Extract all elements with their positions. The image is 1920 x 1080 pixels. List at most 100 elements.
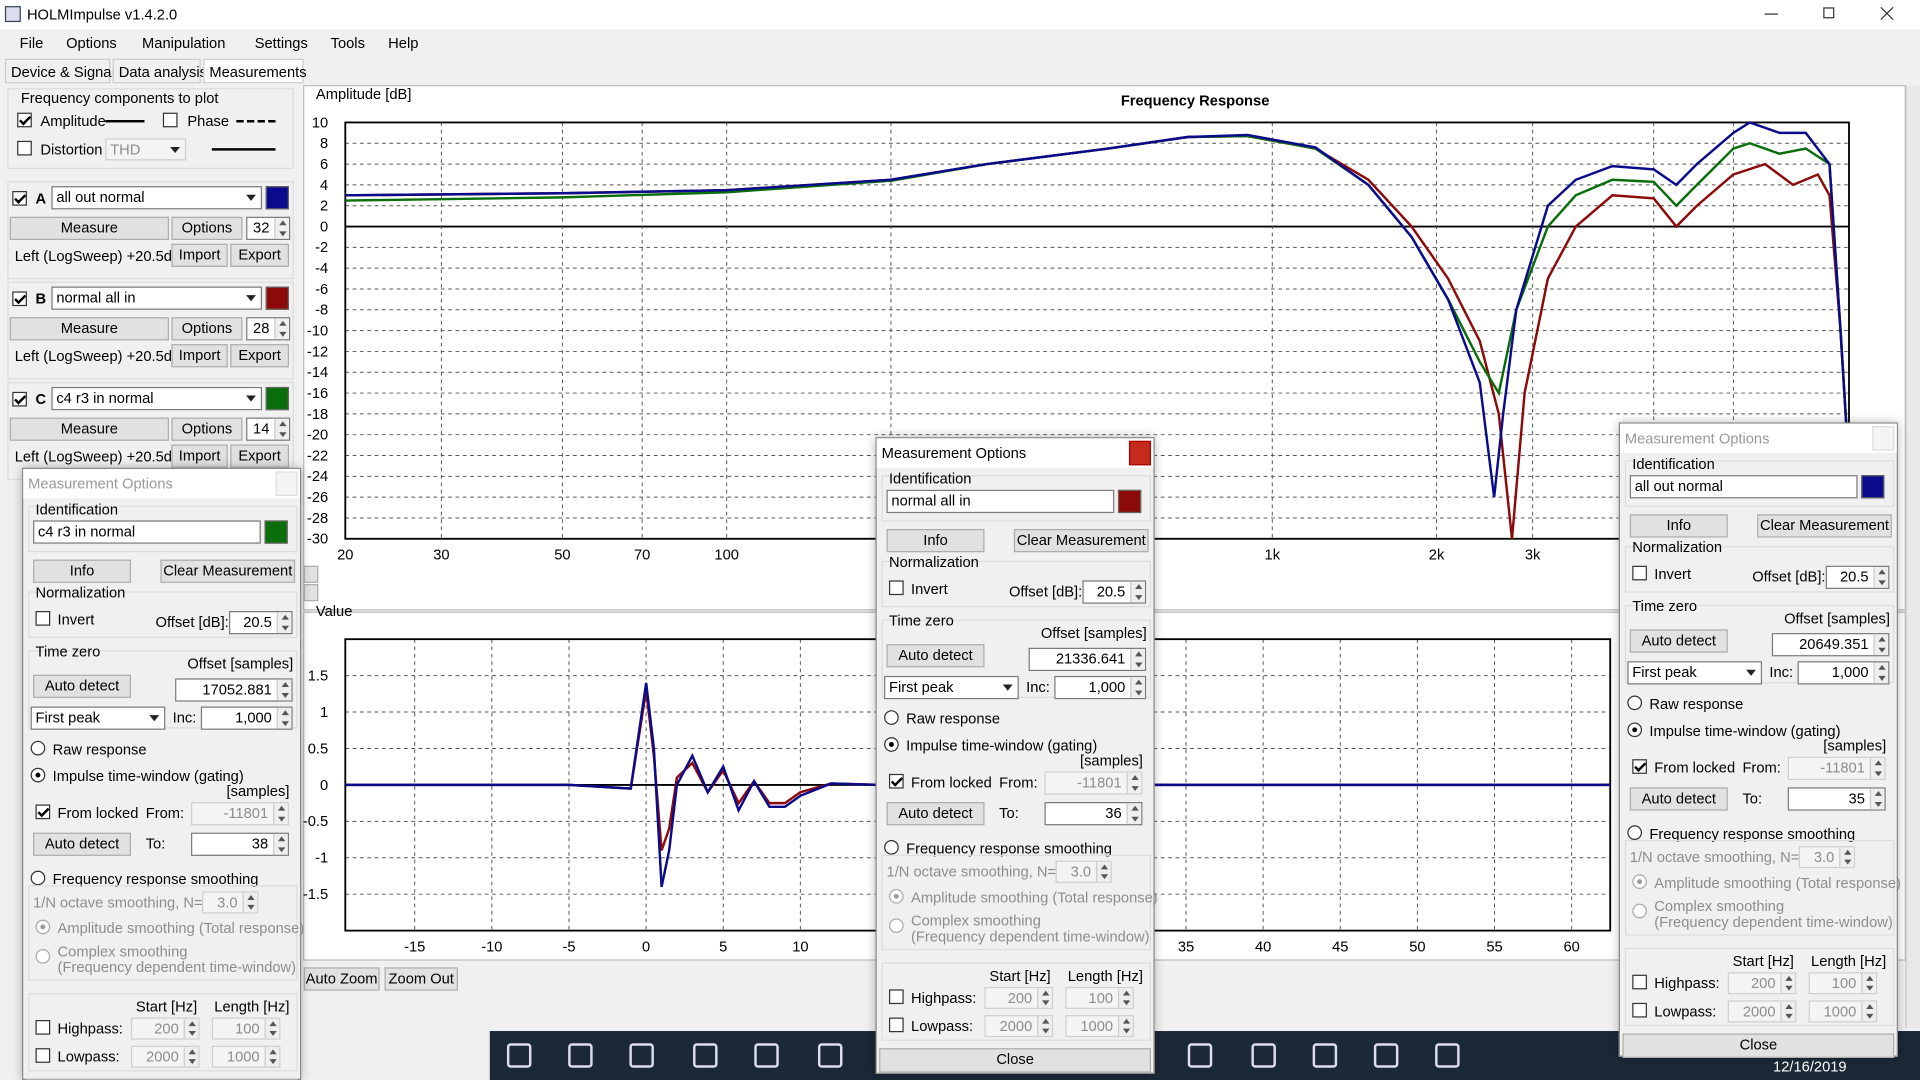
lp-length-spin[interactable]: 1000 bbox=[211, 1045, 281, 1068]
spinner[interactable] bbox=[273, 833, 288, 855]
spinner[interactable] bbox=[273, 803, 288, 825]
taskbar-icon[interactable] bbox=[1312, 1043, 1338, 1068]
close-button[interactable] bbox=[275, 471, 298, 496]
auto-zoom-button[interactable]: Auto Zoom bbox=[303, 967, 380, 991]
taskbar-icon[interactable] bbox=[568, 1043, 593, 1068]
checkbox[interactable] bbox=[162, 112, 178, 128]
close-button[interactable] bbox=[1872, 426, 1895, 451]
spinner[interactable] bbox=[183, 1018, 199, 1039]
spinner[interactable] bbox=[1130, 648, 1145, 670]
checkbox[interactable] bbox=[35, 611, 51, 626]
taskbar-icon[interactable] bbox=[1187, 1043, 1213, 1068]
radio[interactable] bbox=[888, 918, 904, 934]
spinner[interactable] bbox=[1130, 677, 1145, 698]
peak-combo[interactable]: First peak bbox=[30, 706, 166, 730]
spinner[interactable] bbox=[264, 1018, 280, 1039]
color-swatch[interactable] bbox=[264, 520, 288, 544]
spinner[interactable] bbox=[1037, 1016, 1052, 1036]
close-dialog-button[interactable]: Close bbox=[25, 1078, 298, 1080]
combo[interactable]: THD bbox=[105, 138, 187, 161]
hp-start-spin[interactable]: 200 bbox=[131, 1017, 200, 1040]
close-dialog-button[interactable]: Close bbox=[1622, 1033, 1895, 1058]
spinner[interactable] bbox=[1780, 973, 1796, 994]
spinner[interactable] bbox=[274, 217, 289, 239]
menu-item[interactable]: Options bbox=[66, 34, 117, 52]
lp-start-spin[interactable]: 2000 bbox=[131, 1045, 200, 1068]
taskbar-icon[interactable] bbox=[817, 1043, 843, 1068]
export-button[interactable]: Export bbox=[230, 344, 289, 368]
export-button[interactable]: Export bbox=[230, 444, 289, 468]
auto-detect-button[interactable]: Auto detect bbox=[33, 674, 132, 698]
peak-combo[interactable]: First peak bbox=[884, 675, 1019, 700]
taskbar-icon[interactable] bbox=[754, 1043, 779, 1068]
options-button[interactable]: Options bbox=[171, 317, 243, 341]
hp-length-spin[interactable]: 100 bbox=[211, 1017, 281, 1040]
auto-detect-button[interactable]: Auto detect bbox=[886, 802, 985, 826]
spinner[interactable] bbox=[276, 679, 292, 701]
checkbox[interactable] bbox=[12, 191, 27, 206]
taskbar-icon[interactable] bbox=[1435, 1043, 1460, 1068]
checkbox[interactable] bbox=[35, 1048, 51, 1063]
lp-length-spin[interactable]: 1000 bbox=[1065, 1015, 1134, 1038]
radio[interactable] bbox=[30, 767, 46, 783]
spinner[interactable] bbox=[274, 318, 289, 340]
identification-input[interactable]: normal all in bbox=[886, 489, 1115, 514]
menu-item[interactable]: Manipulation bbox=[142, 34, 226, 52]
clear-measurement-button[interactable]: Clear Measurement bbox=[1757, 514, 1892, 538]
auto-detect-button[interactable]: Auto detect bbox=[886, 644, 985, 668]
scroll-up[interactable] bbox=[303, 565, 319, 583]
radio[interactable] bbox=[884, 840, 899, 855]
measure-button[interactable]: Measure bbox=[9, 317, 169, 341]
close-dialog-button[interactable]: Close bbox=[879, 1048, 1152, 1073]
close-button[interactable] bbox=[1880, 6, 1895, 21]
spinner[interactable] bbox=[1873, 634, 1889, 656]
offset-db-spin[interactable]: 20.5 bbox=[1825, 565, 1890, 589]
to-spin[interactable]: 38 bbox=[191, 832, 289, 856]
radio[interactable] bbox=[35, 948, 51, 964]
name-combo[interactable]: c4 r3 in normal bbox=[51, 386, 263, 411]
radio[interactable] bbox=[1627, 825, 1643, 841]
info-button[interactable]: Info bbox=[1629, 514, 1728, 538]
checkbox[interactable] bbox=[888, 989, 904, 1005]
radio[interactable] bbox=[884, 710, 899, 725]
from-spin[interactable]: -11801 bbox=[1044, 771, 1143, 795]
close-button[interactable] bbox=[1128, 440, 1152, 466]
menu-item[interactable]: Help bbox=[388, 34, 419, 52]
checkbox[interactable] bbox=[1632, 1002, 1647, 1018]
spinner[interactable] bbox=[1861, 973, 1876, 994]
spinner[interactable] bbox=[274, 418, 289, 440]
hp-length-spin[interactable]: 100 bbox=[1065, 986, 1134, 1009]
spinner[interactable] bbox=[1869, 788, 1885, 810]
spinner[interactable] bbox=[1126, 803, 1142, 825]
checkbox[interactable] bbox=[17, 112, 32, 128]
radio[interactable] bbox=[30, 870, 46, 886]
auto-detect-button[interactable]: Auto detect bbox=[1629, 787, 1728, 811]
measure-button[interactable]: Measure bbox=[9, 216, 169, 241]
import-button[interactable]: Import bbox=[171, 444, 228, 468]
spinner[interactable] bbox=[1873, 662, 1889, 684]
export-button[interactable]: Export bbox=[230, 243, 289, 267]
spinner[interactable] bbox=[1873, 566, 1889, 588]
lp-length-spin[interactable]: 1000 bbox=[1808, 1000, 1878, 1023]
spinner[interactable] bbox=[1839, 847, 1854, 867]
radio[interactable] bbox=[1627, 722, 1643, 738]
taskbar-icon[interactable] bbox=[506, 1043, 532, 1068]
color-swatch[interactable] bbox=[265, 186, 289, 210]
spinner[interactable] bbox=[1126, 772, 1142, 794]
to-spin[interactable]: 35 bbox=[1787, 787, 1886, 811]
radio[interactable] bbox=[35, 919, 51, 935]
info-button[interactable]: Info bbox=[886, 528, 985, 553]
taskbar-icon[interactable] bbox=[1251, 1043, 1276, 1068]
spinner[interactable] bbox=[1780, 1001, 1796, 1022]
color-swatch[interactable] bbox=[265, 386, 289, 411]
options-button[interactable]: Options bbox=[171, 417, 243, 441]
menu-item[interactable]: Tools bbox=[330, 34, 365, 52]
tab[interactable]: Data analysis bbox=[112, 58, 207, 84]
spinner[interactable] bbox=[276, 707, 292, 729]
spinner[interactable] bbox=[1869, 757, 1885, 779]
spinner[interactable] bbox=[1037, 988, 1052, 1008]
tab[interactable]: Device & Signal bbox=[4, 58, 115, 84]
checkbox[interactable] bbox=[35, 804, 51, 820]
checkbox[interactable] bbox=[1632, 565, 1647, 581]
checkbox[interactable] bbox=[1632, 974, 1647, 990]
